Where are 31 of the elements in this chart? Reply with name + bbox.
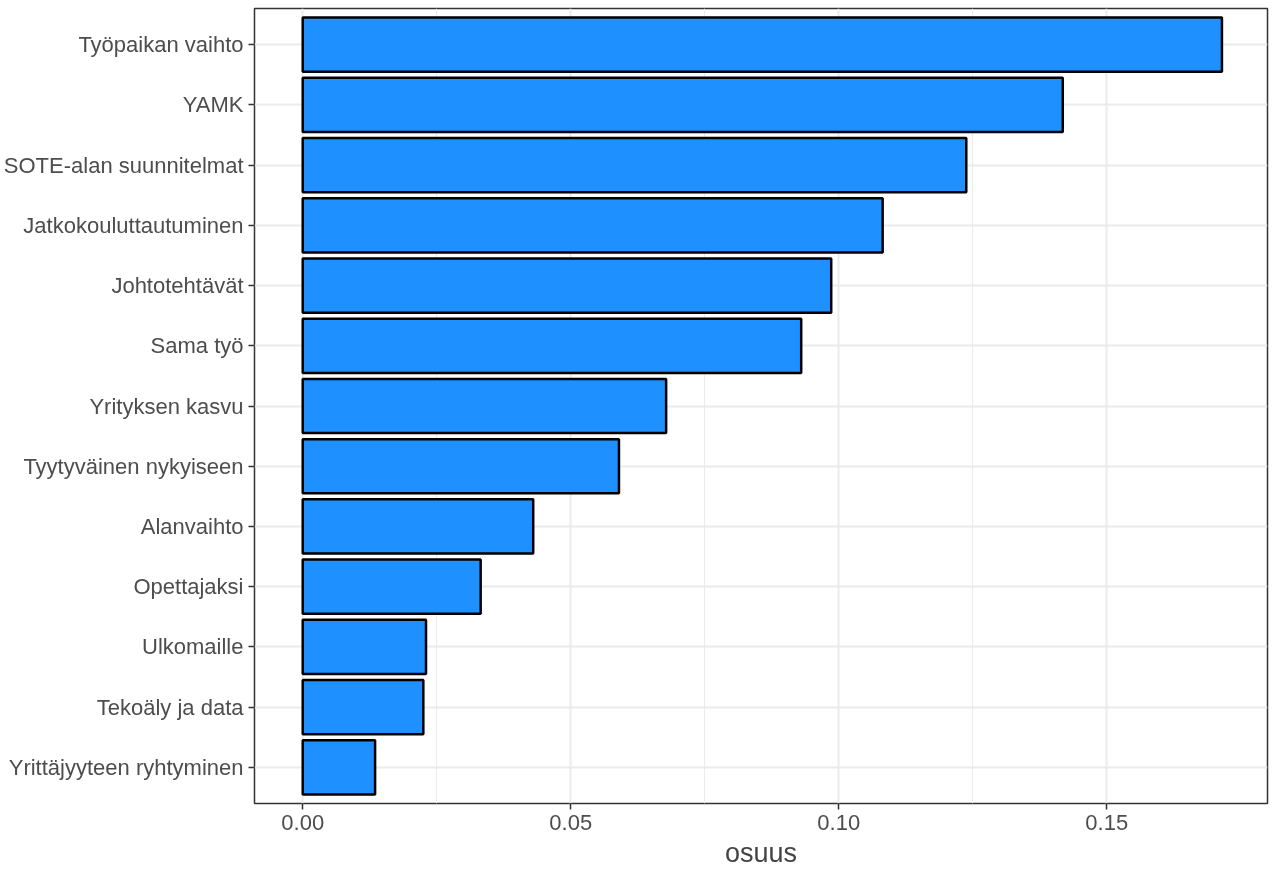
bar: [301, 317, 803, 375]
y-tick-label: Yrittäjyyteen ryhtyminen: [8, 754, 244, 780]
y-tick-label: Johtotehtävät: [111, 273, 244, 299]
y-tick-label: Opettajaksi: [133, 574, 244, 600]
bar: [301, 76, 1065, 134]
y-tick-label: Alanvaihto: [140, 513, 244, 539]
y-tick-label: YAMK: [182, 92, 244, 118]
y-tick-label: Tekoäly ja data: [96, 694, 245, 720]
bar: [301, 257, 833, 314]
bar: [301, 16, 1224, 73]
y-tick-label: Ulkomaille: [142, 634, 244, 660]
bar: [301, 437, 621, 495]
bar: [301, 618, 428, 676]
y-tick-label: Työpaikan vaihto: [78, 32, 244, 58]
x-tick-label: 0.00: [281, 809, 325, 835]
y-tick-label: Jatkokouluttautuminen: [23, 212, 244, 238]
x-tick-label: 0.10: [817, 809, 861, 835]
bar: [301, 739, 377, 796]
bar: [301, 498, 535, 555]
x-tick-label: 0.15: [1085, 809, 1129, 835]
bar: [301, 377, 668, 435]
x-axis-title: osuus: [724, 837, 798, 868]
y-tick-label: Yrityksen kasvu: [89, 393, 244, 419]
y-tick-label: Sama työ: [150, 333, 244, 359]
bar: [301, 678, 425, 736]
bar: [301, 196, 884, 254]
bar: [301, 558, 482, 616]
y-tick-label: Tyytyväinen nykyiseen: [23, 453, 244, 479]
bar: [301, 136, 968, 194]
x-tick-label: 0.05: [549, 809, 593, 835]
y-tick-label: SOTE-alan suunnitelmat: [3, 152, 244, 178]
